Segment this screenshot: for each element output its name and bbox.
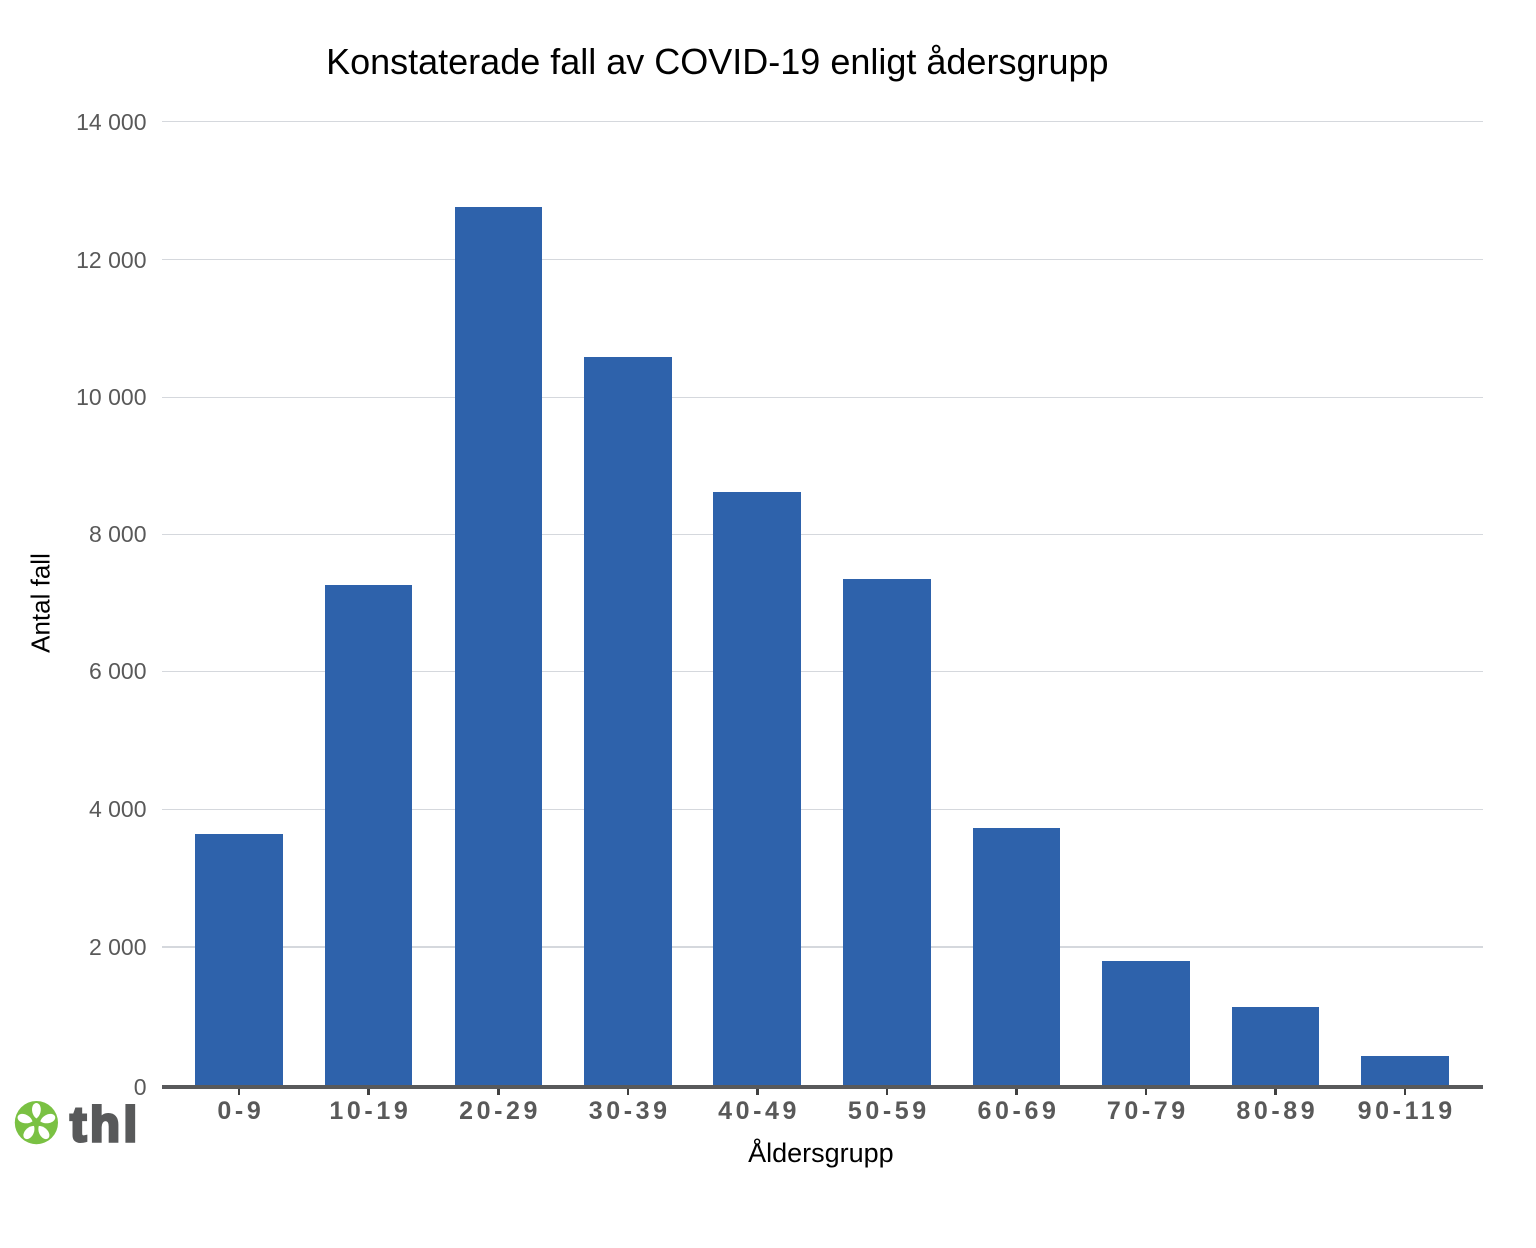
svg-text:thl: thl <box>70 1098 141 1152</box>
